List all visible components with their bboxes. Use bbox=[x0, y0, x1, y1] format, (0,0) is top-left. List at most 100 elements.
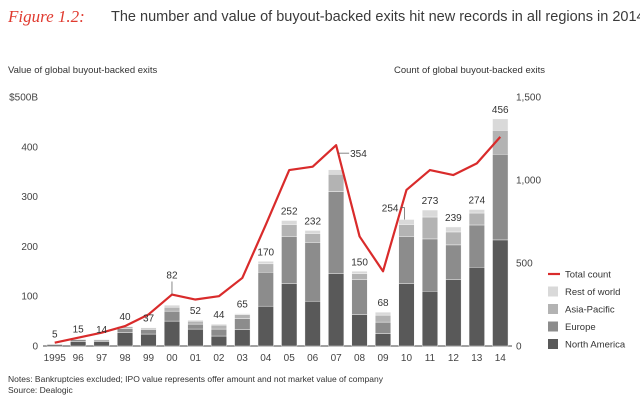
value-label: 239 bbox=[445, 213, 462, 224]
y-tick-label: 0 bbox=[32, 342, 38, 353]
bar-europe bbox=[234, 318, 251, 330]
legend-label: Asia-Pacific bbox=[565, 305, 615, 316]
x-tick-label: 03 bbox=[237, 353, 249, 364]
bar-europe bbox=[164, 310, 180, 322]
y2-tick-label: 500 bbox=[516, 259, 533, 270]
total-count-line bbox=[54, 136, 502, 344]
bar-asia-pacific bbox=[210, 324, 227, 330]
x-tick-label: 10 bbox=[401, 353, 413, 364]
x-tick-label: 04 bbox=[260, 353, 272, 364]
bar-north-america bbox=[468, 267, 485, 347]
legend: Total count Rest of world Asia-Pacific Euro… bbox=[548, 270, 626, 351]
bar-europe bbox=[257, 272, 274, 307]
bar-asia-pacific bbox=[375, 314, 391, 323]
value-label: 37 bbox=[143, 314, 155, 325]
value-label: 40 bbox=[120, 312, 132, 323]
bar-rest-of-world bbox=[234, 313, 251, 315]
value-label: 150 bbox=[351, 257, 368, 268]
legend-label: Rest of world bbox=[565, 287, 620, 298]
legend-label: Total count bbox=[565, 270, 611, 281]
bar-rest-of-world bbox=[445, 226, 462, 233]
value-label: 170 bbox=[257, 247, 274, 258]
legend-swatch-europe bbox=[548, 321, 558, 332]
y-tick-label: $500B bbox=[9, 93, 38, 104]
y-tick-label: 300 bbox=[21, 192, 38, 203]
bar-rest-of-world bbox=[492, 118, 509, 131]
bar-rest-of-world bbox=[304, 230, 321, 234]
value-label: 456 bbox=[492, 105, 509, 116]
bar-asia-pacific bbox=[421, 216, 438, 240]
x-tick-label: 08 bbox=[354, 353, 366, 364]
x-tick-label: 98 bbox=[120, 353, 132, 364]
bar-europe bbox=[492, 154, 509, 241]
bar-asia-pacific bbox=[281, 224, 298, 237]
bar-north-america bbox=[492, 239, 509, 347]
y-tick-label: 100 bbox=[21, 292, 38, 303]
source: Source: Dealogic bbox=[8, 385, 73, 395]
bar-europe bbox=[445, 244, 462, 280]
y2-tick-label: 1,000 bbox=[516, 176, 541, 187]
value-label: 273 bbox=[422, 196, 439, 207]
bar-north-america bbox=[375, 333, 391, 347]
bar-europe bbox=[304, 242, 321, 302]
bar-north-america bbox=[328, 273, 345, 347]
value-label: 254 bbox=[382, 204, 399, 215]
bar-north-america bbox=[445, 279, 462, 347]
value-label: 5 bbox=[52, 330, 58, 341]
y-axis-title: Value of global buyout-backed exits bbox=[8, 65, 158, 76]
x-tick-label: 09 bbox=[377, 353, 389, 364]
bar-asia-pacific bbox=[445, 231, 462, 246]
legend-label: Europe bbox=[565, 322, 596, 333]
bar-north-america bbox=[304, 300, 321, 347]
y2-tick-label: 0 bbox=[516, 342, 522, 353]
x-tick-label: 06 bbox=[307, 353, 319, 364]
total-count-line-path bbox=[54, 136, 502, 344]
bar-europe bbox=[398, 236, 415, 284]
y-tick-label: 400 bbox=[21, 142, 38, 153]
bar-north-america bbox=[210, 335, 227, 347]
y-tick-label: 200 bbox=[21, 242, 38, 253]
bar-north-america bbox=[70, 341, 87, 347]
value-labels: 5 15 14 40 37 82 52 44 65 170 252 232 354 150 68 254 273… bbox=[52, 105, 509, 341]
y2-tick-label: 1,500 bbox=[516, 93, 541, 104]
x-tick-label: 00 bbox=[166, 353, 178, 364]
bar-asia-pacific bbox=[328, 173, 345, 192]
bar-north-america bbox=[234, 329, 251, 347]
bar-europe bbox=[140, 329, 157, 335]
value-label: 14 bbox=[96, 325, 108, 336]
bar-europe bbox=[210, 328, 227, 337]
bar-rest-of-world bbox=[398, 219, 415, 225]
x-tick-label: 99 bbox=[143, 353, 155, 364]
bars bbox=[46, 118, 509, 347]
bar-asia-pacific bbox=[468, 212, 485, 226]
x-tick-label: 11 bbox=[425, 353, 436, 364]
legend-label: North America bbox=[565, 340, 626, 351]
bar-europe bbox=[93, 339, 110, 342]
bar-rest-of-world bbox=[421, 209, 438, 218]
value-label: 65 bbox=[237, 300, 249, 311]
bar-north-america bbox=[398, 283, 415, 347]
bar-rest-of-world bbox=[257, 261, 274, 265]
x-tick-label: 96 bbox=[73, 353, 85, 364]
x-tick-label: 1995 bbox=[44, 353, 67, 364]
bar-europe bbox=[117, 328, 134, 333]
bar-europe bbox=[468, 224, 485, 268]
legend-swatch-rest-of-world bbox=[548, 286, 558, 297]
x-tick-label: 07 bbox=[331, 353, 343, 364]
bar-asia-pacific bbox=[257, 263, 274, 273]
chart-title: The number and value of buyout-backed ex… bbox=[111, 9, 640, 25]
x-tick-label: 12 bbox=[448, 353, 460, 364]
bar-asia-pacific bbox=[234, 314, 251, 319]
bar-asia-pacific bbox=[304, 233, 321, 243]
bar-north-america bbox=[117, 332, 134, 347]
bar-north-america bbox=[281, 283, 298, 347]
bar-europe bbox=[351, 279, 368, 315]
x-tick-label: 13 bbox=[471, 353, 483, 364]
bar-north-america bbox=[257, 305, 274, 347]
value-label: 44 bbox=[213, 310, 225, 321]
bar-rest-of-world bbox=[210, 323, 227, 326]
bar-europe bbox=[375, 321, 391, 334]
bar-rest-of-world bbox=[375, 311, 391, 316]
x-tick-label: 02 bbox=[213, 353, 225, 364]
